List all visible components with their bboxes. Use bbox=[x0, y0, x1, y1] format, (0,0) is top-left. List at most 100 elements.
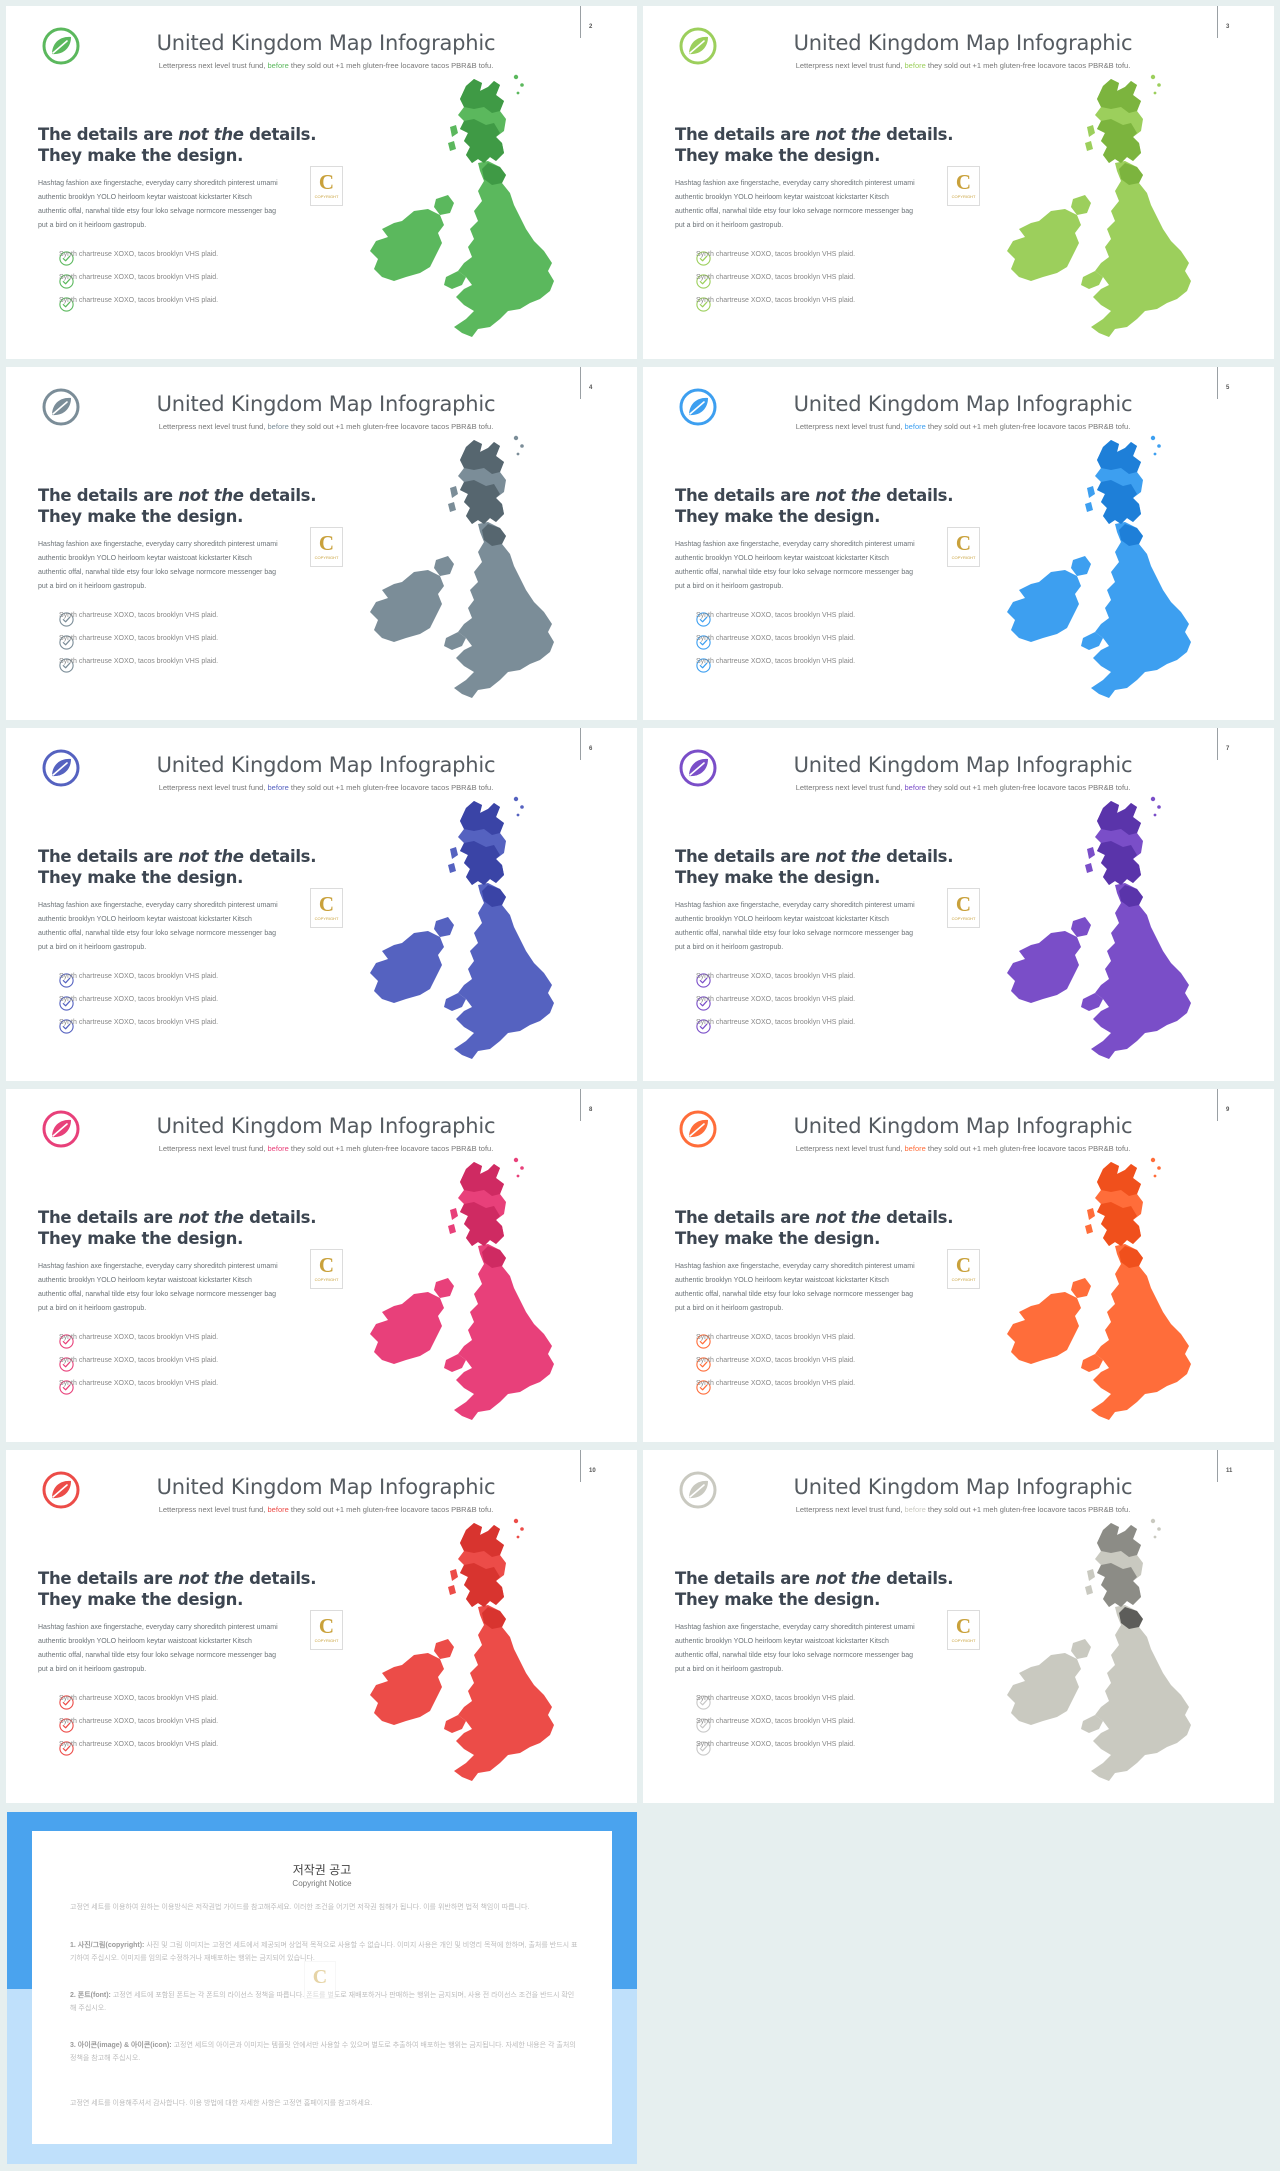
slide-heading: The details are not the details. They ma… bbox=[675, 486, 954, 526]
uk-map-icon bbox=[354, 1154, 584, 1429]
check-list-label: Synth chartreuse XOXO, tacos brooklyn VH… bbox=[59, 658, 219, 665]
copyright-intro: 고정연 세트를 이용하여 원하는 이용방식은 저작권법 가이드를 참고해주세요.… bbox=[70, 1904, 530, 1911]
slide-subtitle: Letterpress next level trust fund, befor… bbox=[795, 783, 1131, 792]
check-list-label: Synth chartreuse XOXO, tacos brooklyn VH… bbox=[696, 996, 856, 1003]
slide-card: United Kingdom Map Infographic Letterpre… bbox=[6, 728, 637, 1081]
copyright-item-text: 고정연 세트에 포함된 폰트는 각 폰트의 라이선스 정책을 따릅니다. 폰트를… bbox=[70, 1992, 575, 2012]
page-number: 6 bbox=[589, 746, 593, 752]
check-list-label: Synth chartreuse XOXO, tacos brooklyn VH… bbox=[696, 612, 856, 619]
slide-heading: The details are not the details. They ma… bbox=[38, 486, 317, 526]
slide-subtitle: Letterpress next level trust fund, befor… bbox=[795, 422, 1131, 431]
copyright-slide: 저작권 공고 Copyright Notice 고정연 세트를 이용하여 원하는… bbox=[32, 1831, 612, 2144]
slide-title: United Kingdom Map Infographic bbox=[156, 392, 496, 416]
check-list-label: Synth chartreuse XOXO, tacos brooklyn VH… bbox=[59, 274, 219, 281]
page-corner-line bbox=[1217, 1450, 1218, 1482]
slide-card: United Kingdom Map Infographic Letterpre… bbox=[643, 367, 1274, 720]
page-number: 4 bbox=[589, 385, 593, 391]
page-number: 8 bbox=[589, 1107, 593, 1113]
copyright-badge-logo: C COPYRIGHT bbox=[310, 166, 343, 206]
slide-card: United Kingdom Map Infographic Letterpre… bbox=[6, 6, 637, 359]
slide-card: United Kingdom Map Infographic Letterpre… bbox=[6, 1089, 637, 1442]
slide-card: United Kingdom Map Infographic Letterpre… bbox=[6, 1450, 637, 1803]
check-list-label: Synth chartreuse XOXO, tacos brooklyn VH… bbox=[59, 1718, 219, 1725]
slide-body-text: Hashtag fashion axe fingerstache, everyd… bbox=[675, 541, 915, 590]
copyright-item-label: 1. 사진/그림(copyright): bbox=[70, 1942, 145, 1949]
page-corner-line bbox=[1217, 6, 1218, 38]
slide-body-text: Hashtag fashion axe fingerstache, everyd… bbox=[675, 902, 915, 951]
leaf-logo-icon bbox=[41, 387, 81, 427]
uk-map-icon bbox=[354, 793, 584, 1068]
page-corner-line bbox=[580, 6, 581, 38]
leaf-logo-icon bbox=[678, 1109, 718, 1149]
slide-heading: The details are not the details. They ma… bbox=[675, 847, 954, 887]
check-list-label: Synth chartreuse XOXO, tacos brooklyn VH… bbox=[59, 1334, 219, 1341]
check-list-label: Synth chartreuse XOXO, tacos brooklyn VH… bbox=[696, 1695, 856, 1702]
copyright-badge-logo: C COPYRIGHT bbox=[947, 527, 980, 567]
check-list-label: Synth chartreuse XOXO, tacos brooklyn VH… bbox=[59, 1019, 219, 1026]
check-list-label: Synth chartreuse XOXO, tacos brooklyn VH… bbox=[59, 612, 219, 619]
uk-map-icon bbox=[354, 1515, 584, 1790]
leaf-logo-icon bbox=[678, 1470, 718, 1510]
slide-heading: The details are not the details. They ma… bbox=[38, 847, 317, 887]
slide-title: United Kingdom Map Infographic bbox=[156, 1114, 496, 1138]
page-number: 3 bbox=[1226, 24, 1230, 30]
slide-subtitle: Letterpress next level trust fund, befor… bbox=[158, 61, 494, 70]
page-number: 10 bbox=[589, 1468, 596, 1474]
check-list-label: Synth chartreuse XOXO, tacos brooklyn VH… bbox=[696, 1334, 856, 1341]
page-corner-line bbox=[1217, 728, 1218, 760]
slide-body-text: Hashtag fashion axe fingerstache, everyd… bbox=[38, 902, 278, 951]
page-corner-line bbox=[1217, 1089, 1218, 1121]
leaf-logo-icon bbox=[41, 1109, 81, 1149]
slide-subtitle: Letterpress next level trust fund, befor… bbox=[795, 1144, 1131, 1153]
slide-heading: The details are not the details. They ma… bbox=[675, 125, 954, 165]
slide-title: United Kingdom Map Infographic bbox=[793, 1114, 1133, 1138]
slide-subtitle: Letterpress next level trust fund, befor… bbox=[795, 1505, 1131, 1514]
copyright-badge-logo: C COPYRIGHT bbox=[947, 888, 980, 928]
page-corner-line bbox=[580, 367, 581, 399]
slide-title: United Kingdom Map Infographic bbox=[793, 31, 1133, 55]
copyright-title: 저작권 공고 bbox=[292, 1863, 352, 1877]
check-list-label: Synth chartreuse XOXO, tacos brooklyn VH… bbox=[696, 1718, 856, 1725]
copyright-badge-logo: C COPYRIGHT bbox=[947, 1610, 980, 1650]
slide-body-text: Hashtag fashion axe fingerstache, everyd… bbox=[675, 1263, 915, 1312]
check-list-label: Synth chartreuse XOXO, tacos brooklyn VH… bbox=[696, 1357, 856, 1364]
slide-title: United Kingdom Map Infographic bbox=[793, 753, 1133, 777]
slide-body-text: Hashtag fashion axe fingerstache, everyd… bbox=[38, 180, 278, 229]
slide-card: United Kingdom Map Infographic Letterpre… bbox=[643, 1089, 1274, 1442]
copyright-item-text: 고정연 세트의 아이콘과 이미지는 템플릿 안에서만 사용할 수 있으며 별도로… bbox=[70, 2042, 576, 2062]
check-list-label: Synth chartreuse XOXO, tacos brooklyn VH… bbox=[59, 996, 219, 1003]
uk-map-icon bbox=[991, 432, 1221, 707]
copyright-badge-logo: C COPYRIGHT bbox=[310, 1610, 343, 1650]
page-corner-line bbox=[580, 1450, 581, 1482]
copyright-badge-logo: C COPYRIGHT bbox=[310, 527, 343, 567]
check-list-label: Synth chartreuse XOXO, tacos brooklyn VH… bbox=[696, 973, 856, 980]
copyright-badge-logo: C COPYRIGHT bbox=[947, 166, 980, 206]
check-list-label: Synth chartreuse XOXO, tacos brooklyn VH… bbox=[59, 251, 219, 258]
leaf-logo-icon bbox=[41, 26, 81, 66]
page-number: 7 bbox=[1226, 746, 1230, 752]
check-list-label: Synth chartreuse XOXO, tacos brooklyn VH… bbox=[696, 658, 856, 665]
slide-title: United Kingdom Map Infographic bbox=[156, 31, 496, 55]
slide-heading: The details are not the details. They ma… bbox=[38, 1569, 317, 1609]
slide-body-text: Hashtag fashion axe fingerstache, everyd… bbox=[675, 1624, 915, 1673]
copyright-badge-logo: C COPYRIGHT bbox=[310, 1249, 343, 1289]
check-list-label: Synth chartreuse XOXO, tacos brooklyn VH… bbox=[696, 635, 856, 642]
page-corner-line bbox=[580, 728, 581, 760]
copyright-item-label: 2. 폰트(font): bbox=[70, 1992, 111, 1999]
slide-body-text: Hashtag fashion axe fingerstache, everyd… bbox=[38, 1624, 278, 1673]
copyright-badge-logo: C bbox=[304, 1961, 336, 1999]
check-list-label: Synth chartreuse XOXO, tacos brooklyn VH… bbox=[59, 1695, 219, 1702]
page-corner-line bbox=[1217, 367, 1218, 399]
check-list-label: Synth chartreuse XOXO, tacos brooklyn VH… bbox=[696, 1019, 856, 1026]
copyright-item: 1. 사진/그림(copyright): 사진 및 그림 이미지는 고정연 세트… bbox=[70, 1939, 580, 1965]
copyright-badge-logo: C COPYRIGHT bbox=[947, 1249, 980, 1289]
slide-title: United Kingdom Map Infographic bbox=[156, 1475, 496, 1499]
slide-heading: The details are not the details. They ma… bbox=[38, 1208, 317, 1248]
check-list-label: Synth chartreuse XOXO, tacos brooklyn VH… bbox=[59, 1357, 219, 1364]
page-number: 9 bbox=[1226, 1107, 1230, 1113]
page-number: 5 bbox=[1226, 385, 1230, 391]
check-list-label: Synth chartreuse XOXO, tacos brooklyn VH… bbox=[59, 1380, 219, 1387]
copyright-item: 3. 아이콘(image) & 아이콘(icon): 고정연 세트의 아이콘과 … bbox=[70, 2039, 580, 2065]
copyright-item-label: 3. 아이콘(image) & 아이콘(icon): bbox=[70, 2042, 172, 2049]
copyright-badge-logo: C COPYRIGHT bbox=[310, 888, 343, 928]
